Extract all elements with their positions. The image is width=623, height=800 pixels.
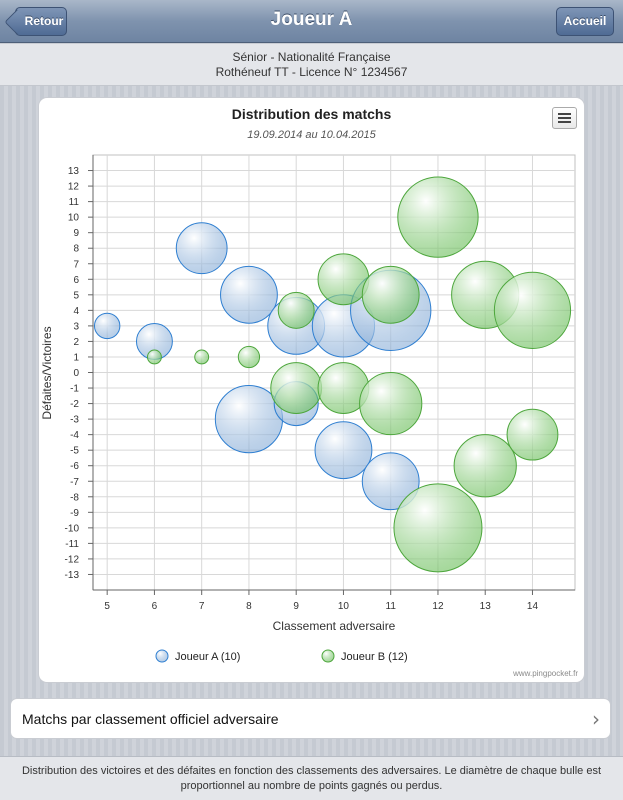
- legend-label: Joueur B (12): [341, 651, 408, 663]
- y-tick-label: -4: [70, 430, 79, 441]
- bubble-joueur-b: [237, 345, 261, 369]
- menu-icon-bar: [558, 113, 571, 115]
- x-tick-label: 9: [293, 601, 299, 612]
- x-axis-label: Classement adversaire: [273, 619, 396, 633]
- menu-icon-bar: [558, 117, 571, 119]
- player-info: Sénior - Nationalité Française Rothéneuf…: [0, 44, 623, 86]
- chart-description: Distribution des victoires et des défait…: [0, 756, 623, 800]
- chart-credit: www.pingpocket.fr: [513, 669, 578, 678]
- y-tick-label: -3: [70, 415, 79, 426]
- x-tick-label: 6: [152, 601, 158, 612]
- x-tick-label: 10: [338, 601, 350, 612]
- home-button[interactable]: Accueil: [556, 7, 614, 36]
- bubble-joueur-a: [220, 265, 278, 324]
- y-tick-label: -8: [70, 492, 79, 503]
- bubble-joueur-b: [453, 434, 517, 498]
- bubble-joueur-a: [361, 452, 420, 511]
- back-button-label: Retour: [24, 14, 64, 28]
- legend-marker: [321, 649, 335, 663]
- y-tick-label: -7: [70, 477, 79, 488]
- bubble-joueur-b: [506, 408, 559, 461]
- list-row-matches-by-ranking[interactable]: Matchs par classement officiel adversair…: [10, 698, 611, 739]
- y-tick-label: 7: [73, 259, 79, 270]
- bubble-joueur-b: [361, 265, 420, 324]
- y-tick-label: 9: [73, 228, 79, 239]
- y-tick-label: 13: [68, 166, 80, 177]
- player-category: Sénior - Nationalité Française: [232, 50, 391, 64]
- y-tick-label: -10: [65, 523, 80, 534]
- y-tick-label: -9: [70, 508, 79, 519]
- y-tick-label: 0: [73, 368, 79, 379]
- bubble-joueur-a: [175, 222, 228, 275]
- chart-subtitle: 19.09.2014 au 10.04.2015: [247, 129, 376, 141]
- y-tick-label: -13: [65, 570, 80, 581]
- bubble-joueur-b: [317, 253, 370, 306]
- y-tick-label: 10: [68, 213, 80, 224]
- chart-title: Distribution des matchs: [231, 106, 392, 122]
- y-tick-label: 4: [73, 306, 79, 317]
- y-tick-label: -11: [65, 539, 79, 550]
- y-tick-label: 3: [73, 321, 79, 332]
- bubble-joueur-b: [146, 349, 162, 365]
- y-tick-label: -1: [70, 384, 79, 395]
- bubble-joueur-b: [393, 483, 483, 573]
- bubble-joueur-a: [314, 421, 373, 480]
- bubble-joueur-b: [493, 271, 572, 349]
- x-tick-label: 11: [386, 601, 397, 612]
- x-tick-label: 8: [246, 601, 252, 612]
- chevron-right-icon: ›: [592, 707, 600, 731]
- x-tick-label: 5: [104, 601, 110, 612]
- y-tick-label: -2: [70, 399, 79, 410]
- bubble-joueur-b: [194, 349, 210, 365]
- bubble-joueur-b: [270, 362, 323, 414]
- bubble-joueur-b: [397, 176, 479, 258]
- y-tick-label: 6: [73, 275, 79, 286]
- menu-icon-bar: [558, 121, 571, 123]
- bubble-joueur-a: [93, 312, 121, 340]
- bubble-joueur-b: [277, 291, 315, 329]
- chart-menu-button[interactable]: [552, 107, 577, 129]
- y-tick-label: 8: [73, 244, 79, 255]
- legend-marker: [155, 649, 169, 663]
- y-tick-label: 12: [68, 182, 80, 193]
- player-club-license: Rothéneuf TT - Licence N° 1234567: [215, 65, 408, 79]
- y-axis-label: Défaites/Victoires: [40, 326, 54, 419]
- y-tick-label: 11: [69, 197, 80, 208]
- x-tick-label: 7: [199, 601, 205, 612]
- x-tick-label: 13: [480, 601, 492, 612]
- y-tick-label: -12: [65, 554, 80, 565]
- x-tick-label: 14: [527, 601, 539, 612]
- y-tick-label: -6: [70, 461, 79, 472]
- navigation-bar: Retour Joueur A Accueil: [0, 0, 623, 43]
- y-tick-label: 1: [73, 352, 79, 363]
- legend-label: Joueur A (10): [175, 651, 240, 663]
- y-tick-label: -5: [70, 446, 79, 457]
- y-tick-label: 5: [73, 290, 79, 301]
- back-button[interactable]: Retour: [15, 7, 67, 36]
- list-row-label: Matchs par classement officiel adversair…: [22, 711, 279, 727]
- bubble-joueur-b: [359, 371, 423, 436]
- page-title: Joueur A: [270, 9, 353, 30]
- y-tick-label: 2: [73, 337, 79, 348]
- x-tick-label: 12: [432, 601, 444, 612]
